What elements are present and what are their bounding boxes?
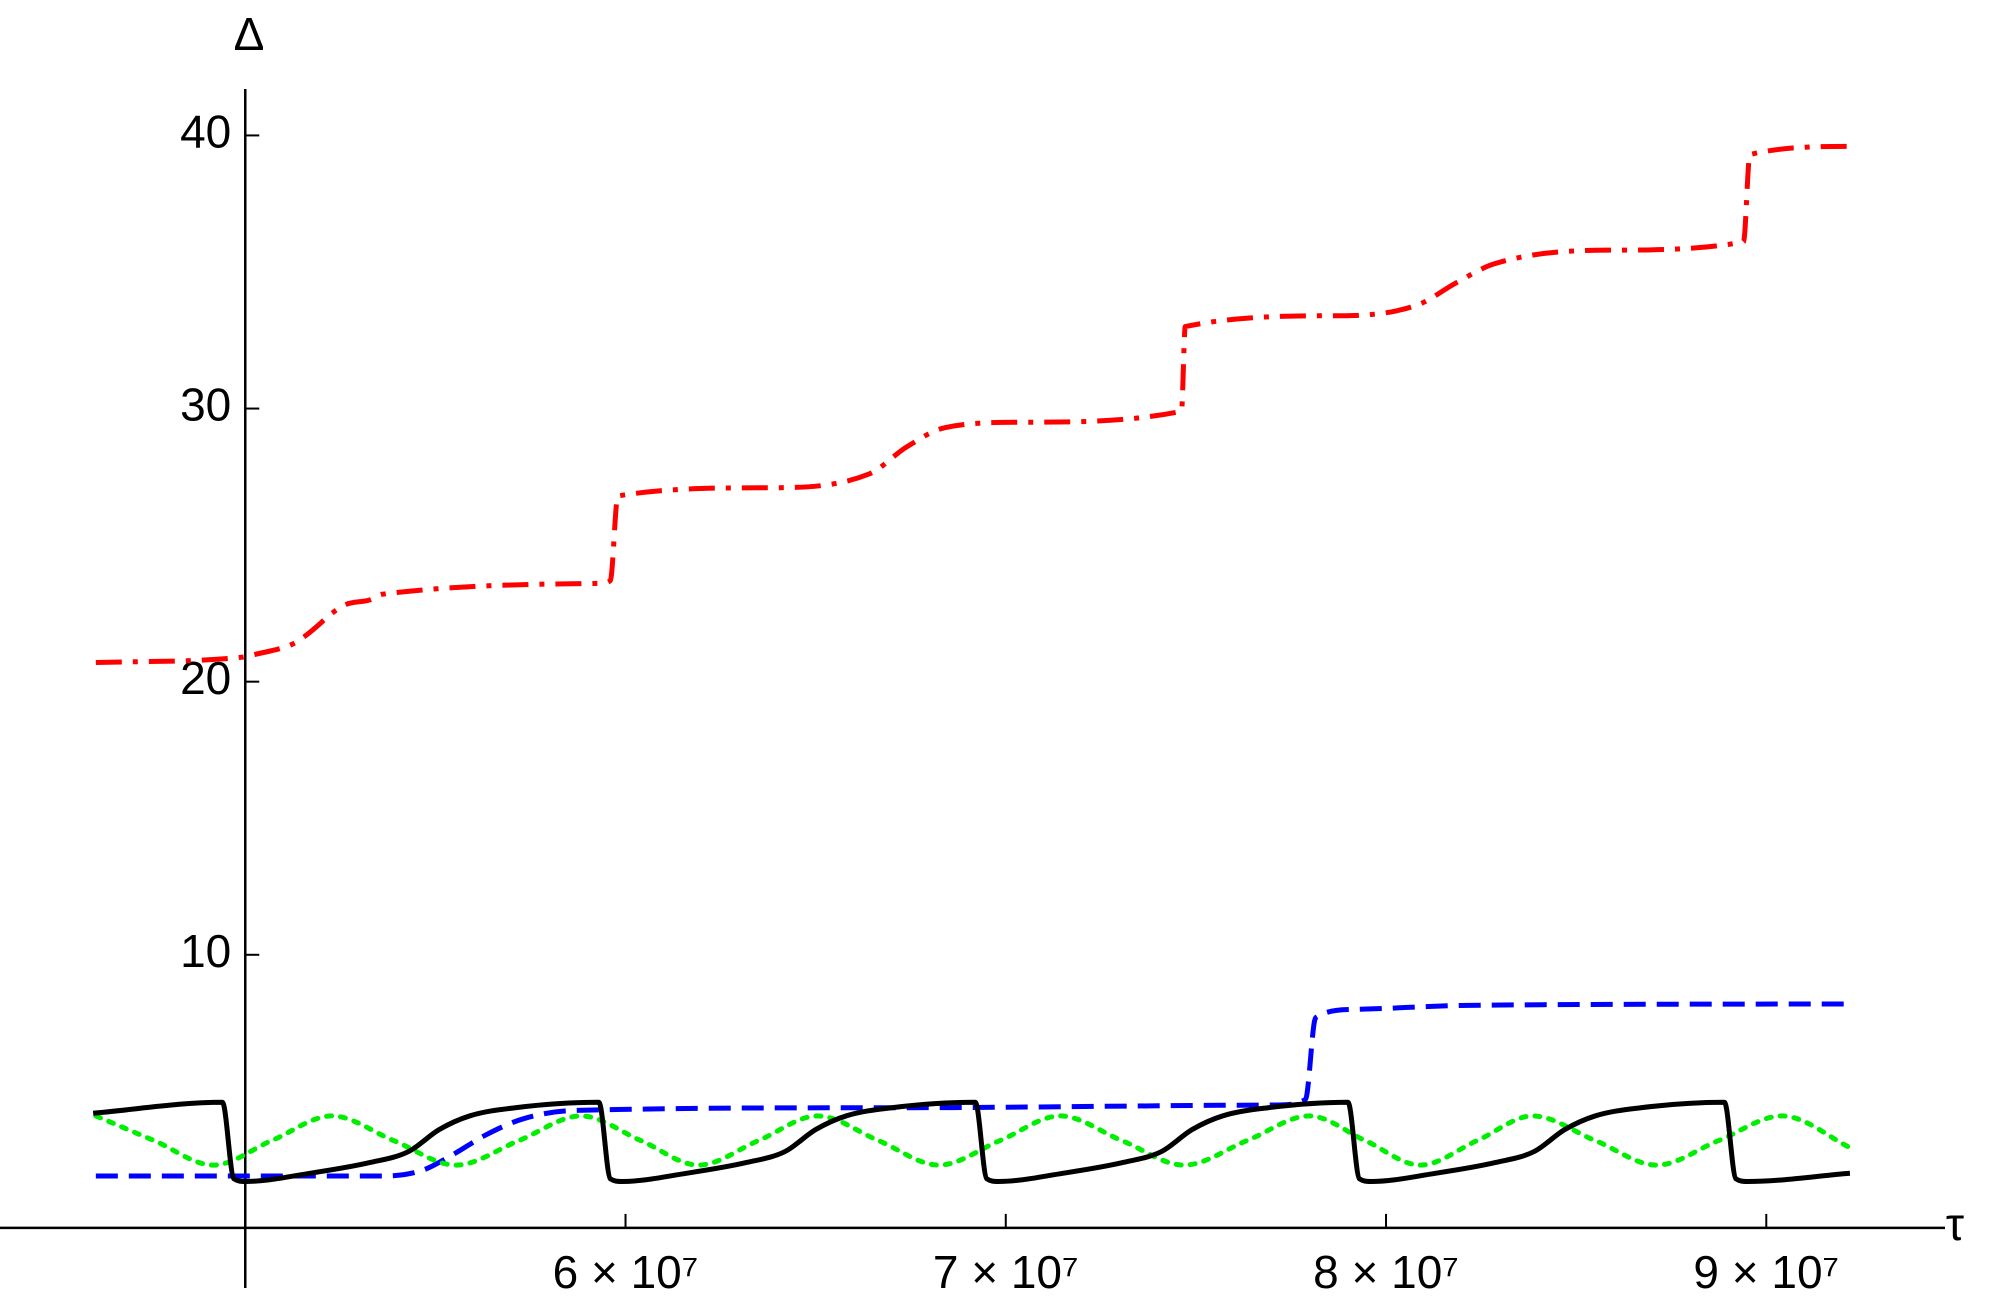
series-line (92, 1099, 1851, 1184)
series-line (93, 1113, 1855, 1168)
y-tick-label: 30 (180, 379, 231, 431)
series-line (95, 1001, 1853, 1179)
y-axis-label: Δ (234, 8, 265, 60)
y-tick-label: 10 (180, 925, 231, 977)
x-tick-label: 9 × 10⁷ (1693, 1246, 1839, 1298)
x-axis-label: τ (1946, 1198, 1964, 1250)
series-line (95, 143, 1853, 666)
x-tick-label: 8 × 10⁷ (1313, 1246, 1459, 1298)
x-tick-label: 7 × 10⁷ (933, 1246, 1079, 1298)
x-tick-label: 6 × 10⁷ (553, 1246, 699, 1298)
y-tick-label: 40 (180, 106, 231, 158)
